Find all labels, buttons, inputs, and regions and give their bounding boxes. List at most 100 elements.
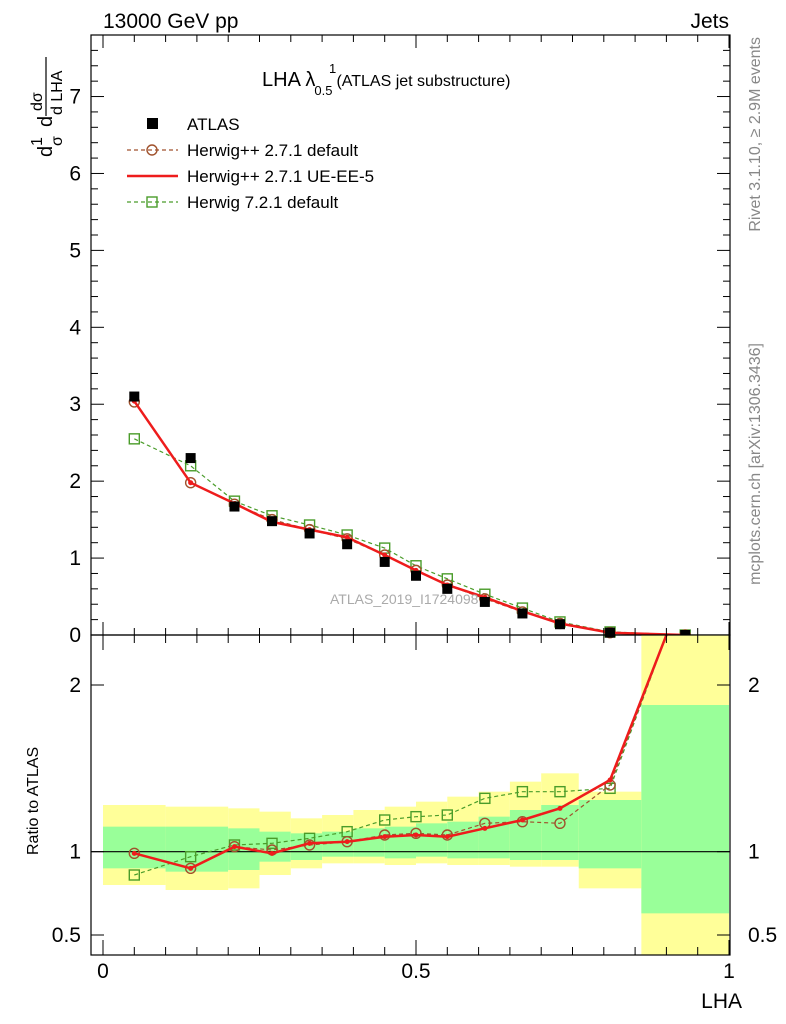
watermark: ATLAS_2019_I1724098 bbox=[330, 591, 479, 607]
series-point-0 bbox=[517, 608, 528, 619]
series-point-0 bbox=[379, 829, 391, 841]
legend-label: ATLAS bbox=[187, 115, 240, 134]
series-point-0 bbox=[185, 453, 196, 464]
main-plot-panel: 0 1 2 3 4 5 6 7 ATLAS_2019_I1724098 LHA λ0.5 (AT… bbox=[29, 34, 731, 647]
y-tick-label: 5 bbox=[69, 239, 81, 262]
x-tick-label: 0.5 bbox=[401, 960, 430, 983]
y-tick-label: 3 bbox=[69, 393, 81, 416]
uncertainty-band-inner bbox=[322, 831, 354, 857]
y-tick-label: 4 bbox=[69, 316, 81, 339]
series-point-1 bbox=[307, 840, 313, 846]
series-line-1 bbox=[133, 634, 668, 870]
series-point-1 bbox=[444, 834, 450, 840]
ratio-plot-panel: 0.5 0.5 1 1 2 2 0 0.5 1 Ratio to ATLAS LHA bbox=[25, 634, 777, 1013]
legend: ATLAS Herwig++ 2.7.1 default Herwig++ 2.7.… bbox=[127, 115, 374, 212]
header-left: 13000 GeV pp bbox=[103, 10, 238, 33]
y-tick-label: 0 bbox=[69, 624, 81, 647]
series-point-0 bbox=[479, 596, 490, 607]
series-point-0 bbox=[442, 583, 453, 594]
uncertainty-band-inner bbox=[103, 826, 166, 869]
series-point-1 bbox=[607, 777, 613, 783]
plot-title: LHA λ0.5 (ATLAS jet substructure) bbox=[262, 69, 510, 98]
y-tick-label: 2 bbox=[69, 470, 81, 493]
series-point-2 bbox=[382, 552, 388, 558]
series-point-1 bbox=[382, 834, 388, 840]
series-point-0 bbox=[342, 539, 353, 550]
main-y-label: d 1 σ d dσ d LHA bbox=[29, 57, 66, 157]
plot-title-sub: 0.5 bbox=[314, 83, 332, 98]
ylabel-frac2-den: d LHA bbox=[49, 70, 66, 115]
series-point-2 bbox=[266, 837, 278, 850]
series-point-2 bbox=[410, 810, 422, 823]
ylabel-frac2-num: dσ bbox=[29, 92, 46, 111]
ratio-y-tick-label: 2 bbox=[69, 674, 81, 697]
series-point-1 bbox=[519, 817, 525, 823]
ratio-y-tick-label-right: 2 bbox=[748, 674, 760, 697]
ratio-y-tick-label-right: 1 bbox=[748, 841, 760, 864]
series-point-0 bbox=[411, 570, 421, 581]
ratio-y-label: Ratio to ATLAS bbox=[25, 747, 42, 855]
series-point-0 bbox=[410, 827, 422, 840]
ylabel-prefix-2: d bbox=[35, 116, 57, 127]
uncertainty-band-inner bbox=[447, 821, 479, 859]
series-point-1 bbox=[231, 844, 237, 850]
ylabel-frac1-den: σ bbox=[49, 136, 66, 146]
legend-marker bbox=[147, 118, 158, 129]
series-point-0 bbox=[304, 528, 315, 539]
uncertainty-band-inner bbox=[578, 800, 642, 869]
series-point-2 bbox=[184, 850, 197, 863]
series-point-0 bbox=[128, 847, 141, 860]
series-line-2 bbox=[133, 400, 686, 637]
legend-marker bbox=[146, 196, 158, 208]
series-line-3 bbox=[134, 438, 686, 636]
series-point-2 bbox=[479, 792, 491, 805]
side-label-top: Rivet 3.1.10, ≥ 2.9M events bbox=[747, 37, 764, 232]
plot-title-rest: (ATLAS jet substructure) bbox=[336, 73, 510, 90]
plot-title-sup: 1 bbox=[329, 61, 336, 76]
ylabel-prefix-1: d bbox=[35, 146, 57, 157]
series-point-2 bbox=[344, 534, 350, 540]
legend-label: Herwig++ 2.7.1 default bbox=[187, 141, 358, 160]
plot-title-main: LHA λ bbox=[262, 69, 315, 91]
series-point-2 bbox=[441, 809, 453, 821]
series-point-3 bbox=[128, 433, 141, 445]
y-tick-label: 7 bbox=[69, 86, 81, 109]
series-point-2 bbox=[188, 480, 194, 486]
series-point-2 bbox=[554, 785, 566, 798]
series-point-0 bbox=[605, 627, 616, 638]
ylabel-frac1-num: 1 bbox=[29, 137, 46, 146]
series-point-0 bbox=[554, 619, 565, 630]
x-axis-label: LHA bbox=[701, 990, 742, 1013]
x-tick-label: 1 bbox=[723, 960, 735, 983]
x-tick-label: 0 bbox=[97, 960, 109, 983]
ratio-plot-frame bbox=[90, 634, 731, 956]
y-tick-label: 1 bbox=[69, 547, 81, 570]
series-point-1 bbox=[188, 865, 194, 871]
series-point-1 bbox=[413, 832, 419, 838]
series-point-1 bbox=[557, 805, 563, 811]
ratio-y-tick-label: 1 bbox=[69, 841, 81, 864]
uncertainty-band-inner bbox=[641, 705, 729, 914]
series-point-1 bbox=[269, 850, 275, 856]
series-point-0 bbox=[229, 501, 240, 512]
series-point-0 bbox=[554, 817, 566, 830]
series-point-1 bbox=[184, 476, 197, 489]
legend-marker bbox=[146, 144, 158, 156]
series-point-0 bbox=[129, 391, 140, 402]
series-point-0 bbox=[267, 516, 278, 527]
legend-label: Herwig++ 2.7.1 UE-EE-5 bbox=[187, 167, 374, 186]
ratio-y-tick-label: 0.5 bbox=[52, 924, 81, 947]
side-label-bottom: mcplots.cern.ch [arXiv:1306.3436] bbox=[747, 343, 764, 585]
series-point-2 bbox=[379, 814, 391, 826]
legend-label: Herwig 7.2.1 default bbox=[187, 193, 338, 212]
series-point-1 bbox=[482, 825, 488, 831]
ratio-y-tick-label-right: 0.5 bbox=[748, 924, 777, 947]
header-right: Jets bbox=[690, 10, 729, 33]
series-point-1 bbox=[131, 850, 137, 856]
series-point-2 bbox=[516, 785, 529, 798]
series-point-0 bbox=[379, 556, 390, 567]
series-point-0 bbox=[184, 862, 197, 875]
series-line-2 bbox=[134, 634, 667, 876]
series-point-2 bbox=[128, 869, 141, 881]
